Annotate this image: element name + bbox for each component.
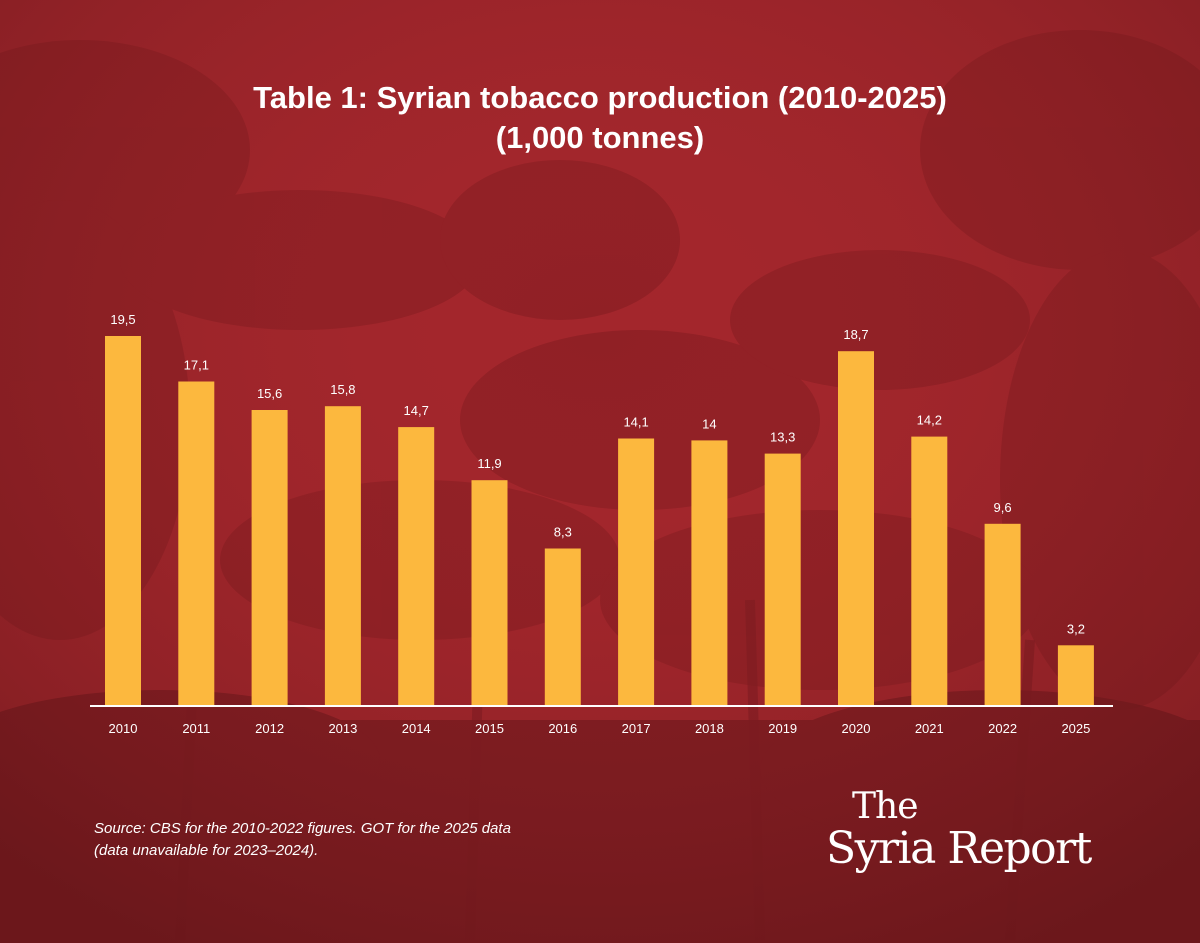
bar-2025 xyxy=(1057,645,1094,706)
value-label-2011: 17,1 xyxy=(184,358,209,373)
value-label-2025: 3,2 xyxy=(1067,621,1085,636)
x-tick-label-2016: 2016 xyxy=(548,721,577,736)
x-tick-label-2017: 2017 xyxy=(622,721,651,736)
x-tick-label-2010: 2010 xyxy=(109,721,138,736)
bars-group xyxy=(105,336,1094,706)
value-labels-group: 19,5 17,1 15,6 15,8 14,7 11,9 8,3 14,1 14 13,3 18,… xyxy=(110,312,1085,636)
bar-2018 xyxy=(691,440,728,706)
value-label-2013: 15,8 xyxy=(330,382,355,397)
bar-2013 xyxy=(324,406,361,706)
bar-2010 xyxy=(105,336,141,706)
x-tick-label-2011: 2011 xyxy=(182,721,210,736)
source-note-line-2: (data unavailable for 2023–2024). xyxy=(94,842,319,859)
value-label-2012: 15,6 xyxy=(257,386,282,401)
value-label-2019: 13,3 xyxy=(770,430,795,445)
bar-2016 xyxy=(544,548,581,706)
value-label-2017: 14,1 xyxy=(623,415,648,430)
syria-report-logo: The Syria Report xyxy=(826,788,1116,872)
chart-title-line-1: Table 1: Syrian tobacco production (2010… xyxy=(253,80,947,115)
value-label-2022: 9,6 xyxy=(994,500,1012,515)
bar-2014 xyxy=(398,427,435,706)
logo-line-2: Syria Report xyxy=(826,823,1092,874)
bar-2011 xyxy=(178,381,215,706)
x-tick-label-2025: 2025 xyxy=(1061,721,1090,736)
bar-2012 xyxy=(251,410,288,706)
logo-line-1: The xyxy=(852,786,919,827)
chart-title-line-2: (1,000 tonnes) xyxy=(495,120,705,155)
x-tick-label-2014: 2014 xyxy=(402,721,431,736)
value-label-2021: 14,2 xyxy=(917,413,942,428)
bar-2015 xyxy=(471,480,508,706)
value-label-2010: 19,5 xyxy=(110,312,135,327)
x-tick-label-2015: 2015 xyxy=(475,721,504,736)
x-tick-label-2020: 2020 xyxy=(842,721,871,736)
value-label-2016: 8,3 xyxy=(554,525,572,540)
source-note-line-1: Source: CBS for the 2010-2022 figures. G… xyxy=(94,820,511,837)
chart-title: Table 1: Syrian tobacco production (2010… xyxy=(0,78,1200,158)
x-tick-label-2019: 2019 xyxy=(768,721,797,736)
x-tick-label-2013: 2013 xyxy=(328,721,357,736)
x-tick-labels-group: 2010 2011 2012 2013 2014 2015 2016 2017 2018 2019… xyxy=(109,721,1091,736)
value-label-2015: 11,9 xyxy=(477,456,501,471)
bar-2022 xyxy=(984,523,1021,706)
x-tick-label-2012: 2012 xyxy=(255,721,284,736)
x-tick-label-2022: 2022 xyxy=(988,721,1017,736)
bar-2017 xyxy=(618,438,655,706)
bar-2021 xyxy=(911,436,948,706)
bar-2019 xyxy=(764,453,801,706)
value-label-2018: 14 xyxy=(702,416,716,431)
bar-2020 xyxy=(838,351,874,706)
value-label-2020: 18,7 xyxy=(843,327,868,342)
x-tick-label-2018: 2018 xyxy=(695,721,724,736)
value-label-2014: 14,7 xyxy=(404,403,429,418)
source-note: Source: CBS for the 2010-2022 figures. G… xyxy=(94,818,614,862)
x-tick-label-2021: 2021 xyxy=(915,721,944,736)
